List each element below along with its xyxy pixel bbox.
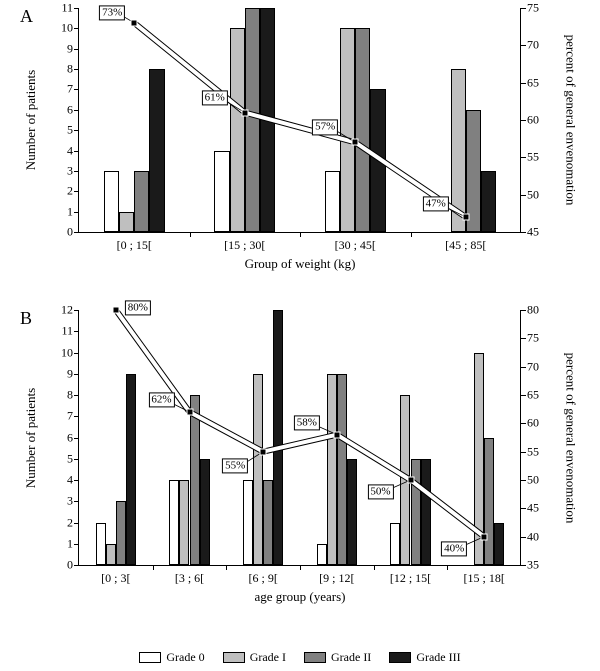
legend-label: Grade III	[416, 650, 460, 665]
figure-page: { "legend": { "items": [ { "label": "Gra…	[0, 0, 600, 671]
bar	[494, 523, 504, 566]
line-marker	[112, 307, 119, 314]
line-marker	[131, 19, 138, 26]
bar	[169, 480, 179, 565]
xtick-label: [15 ; 18[	[463, 565, 504, 586]
bar	[106, 544, 116, 565]
legend-swatch	[304, 652, 326, 663]
percent-label: 40%	[441, 541, 467, 556]
panel-b-plot-area: 012345678910111235404550556065707580Numb…	[78, 310, 521, 566]
bar	[200, 459, 210, 565]
bar	[149, 69, 164, 232]
bar	[260, 8, 275, 232]
line-marker	[333, 431, 340, 438]
line-marker	[352, 139, 359, 146]
bar	[214, 151, 229, 232]
bar	[421, 459, 431, 565]
y-axis-right-title: percent of general envenomation	[563, 352, 579, 523]
bar	[253, 374, 263, 565]
legend-swatch	[223, 652, 245, 663]
y-axis-left-title: Number of patients	[23, 387, 39, 487]
panel-a-label: A	[20, 6, 33, 27]
bar	[370, 89, 385, 232]
bar	[317, 544, 327, 565]
line-marker	[260, 448, 267, 455]
percent-label: 58%	[294, 415, 320, 430]
percent-label: 80%	[125, 300, 151, 315]
legend-label: Grade 0	[166, 650, 204, 665]
xtick-label: [30 ; 45[	[335, 232, 376, 253]
legend-item: Grade III	[389, 650, 460, 665]
y-axis-left-title: Number of patients	[23, 70, 39, 170]
xtick-label: [0 ; 15[	[117, 232, 152, 253]
percent-label: 62%	[148, 392, 174, 407]
line-marker	[241, 109, 248, 116]
legend-label: Grade II	[331, 650, 371, 665]
panel-b-label: B	[20, 308, 32, 329]
bar	[96, 523, 106, 566]
legend: Grade 0 Grade I Grade II Grade III	[0, 650, 600, 665]
bar	[347, 459, 357, 565]
bar	[327, 374, 337, 565]
bar	[179, 480, 189, 565]
bar	[355, 28, 370, 232]
bar	[243, 480, 253, 565]
bar	[340, 28, 355, 232]
legend-item: Grade I	[223, 650, 286, 665]
bar	[337, 374, 347, 565]
bar	[126, 374, 136, 565]
percent-label: 73%	[99, 5, 125, 20]
xtick-label: [15 ; 30[	[224, 232, 265, 253]
legend-item: Grade II	[304, 650, 371, 665]
line-marker	[186, 409, 193, 416]
y-axis-right-title: percent of general envenomation	[563, 35, 579, 206]
xtick-label: [3 ; 6[	[175, 565, 204, 586]
bar	[104, 171, 119, 232]
bar	[190, 395, 200, 565]
percent-label: 50%	[367, 484, 393, 499]
xtick-label: [0 ; 3[	[101, 565, 130, 586]
bar	[119, 212, 134, 232]
percent-label: 55%	[222, 458, 248, 473]
bar	[325, 171, 340, 232]
bar	[263, 480, 273, 565]
legend-item: Grade 0	[139, 650, 204, 665]
bar	[116, 501, 126, 565]
percent-label: 47%	[423, 196, 449, 211]
bar	[273, 310, 283, 565]
bar	[390, 523, 400, 566]
bar	[411, 459, 421, 565]
line-marker	[462, 214, 469, 221]
xtick-label: [9 ; 12[	[319, 565, 354, 586]
legend-label: Grade I	[250, 650, 286, 665]
xtick-label: [6 ; 9[	[248, 565, 277, 586]
bar	[484, 438, 494, 566]
bar	[134, 171, 149, 232]
bar	[451, 69, 466, 232]
percent-label: 57%	[312, 120, 338, 135]
bar	[245, 8, 260, 232]
panel-a-plot-area: 0123456789101145505560657075Number of pa…	[78, 8, 521, 233]
bar	[230, 28, 245, 232]
xtick-label: [12 ; 15[	[390, 565, 431, 586]
xtick-label: [45 ; 85[	[445, 232, 486, 253]
legend-swatch	[139, 652, 161, 663]
bar	[481, 171, 496, 232]
line-marker	[407, 477, 414, 484]
legend-swatch	[389, 652, 411, 663]
percent-label: 61%	[202, 90, 228, 105]
line-marker	[481, 533, 488, 540]
